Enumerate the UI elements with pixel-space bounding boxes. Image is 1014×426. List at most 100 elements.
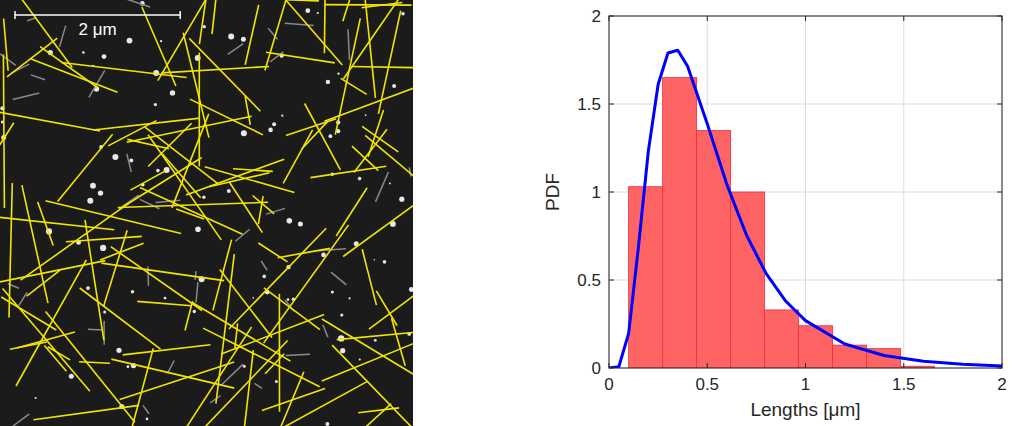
afm-particle — [281, 115, 283, 117]
afm-particle — [203, 25, 206, 28]
afm-short-fibril — [235, 229, 249, 241]
afm-particle — [409, 287, 413, 292]
x-tick — [1002, 16, 1003, 21]
fibril-trace — [344, 404, 391, 426]
fibril-trace — [148, 123, 191, 166]
afm-particle — [275, 380, 278, 383]
afm-particle — [389, 183, 391, 185]
fibril-trace — [310, 166, 386, 177]
scale-bar-end — [14, 11, 16, 19]
afm-particle — [317, 12, 319, 14]
fibril-trace — [203, 328, 320, 387]
fibril-trace — [0, 123, 14, 151]
afm-particle — [69, 374, 74, 379]
fibril-trace — [127, 116, 252, 142]
afm-particle — [116, 348, 121, 353]
fibril-trace — [3, 289, 90, 392]
fibril-trace — [213, 240, 232, 311]
fibril-trace — [111, 359, 234, 388]
fibril-trace — [362, 126, 398, 152]
y-tick — [997, 16, 1002, 17]
fibril-trace — [1, 297, 56, 330]
fibril-trace — [264, 225, 349, 343]
afm-particle — [374, 339, 377, 342]
afm-particle — [392, 84, 396, 88]
fibril-trace — [343, 0, 413, 79]
fibril-trace — [30, 59, 118, 93]
y-tick — [609, 104, 614, 105]
fibril-trace — [7, 38, 57, 77]
fibril-trace — [190, 99, 263, 135]
fibril-trace — [272, 382, 367, 426]
afm-particle — [100, 245, 106, 251]
afm-particle — [227, 189, 231, 193]
y-tick — [997, 192, 1002, 193]
fibril-trace — [324, 0, 326, 53]
afm-short-fibril — [348, 29, 350, 60]
afm-particle — [35, 397, 37, 399]
fibril-trace — [176, 209, 204, 219]
afm-particle — [399, 197, 404, 202]
fibril-trace — [58, 134, 113, 201]
fibril-trace — [336, 188, 367, 236]
fibril-trace — [337, 326, 413, 340]
afm-particle — [287, 298, 290, 301]
fibril-trace — [343, 179, 413, 256]
fibril-trace — [4, 19, 9, 71]
afm-short-fibril — [13, 93, 40, 100]
afm-particle — [305, 8, 310, 13]
afm-short-fibril — [7, 414, 30, 426]
afm-particle — [103, 310, 106, 313]
fibril-trace — [104, 230, 128, 306]
y-tick-label: 0 — [592, 359, 601, 378]
fibril-trace — [352, 67, 413, 68]
fibril-trace — [10, 342, 47, 349]
fibril-trace — [302, 121, 328, 149]
x-tick-label: 0.5 — [695, 375, 719, 394]
fibril-trace — [172, 114, 209, 208]
fibril-trace — [229, 182, 262, 233]
afm-short-fibril — [88, 329, 103, 331]
fibril-trace — [144, 126, 218, 183]
fibril-trace — [16, 260, 86, 386]
afm-particle — [340, 313, 343, 316]
plot-area — [609, 16, 1002, 368]
afm-particle — [337, 72, 339, 74]
afm-short-fibril — [127, 154, 132, 172]
fibril-trace — [362, 249, 376, 305]
afm-particle — [383, 260, 387, 264]
histogram-bar — [765, 310, 799, 368]
afm-particle — [127, 38, 133, 44]
fibril-trace — [9, 183, 12, 317]
afm-particle — [241, 37, 246, 42]
afm-short-fibril — [196, 282, 198, 303]
afm-short-fibril — [143, 405, 149, 413]
fibril-trace — [322, 336, 413, 381]
afm-particle — [228, 33, 234, 39]
fit-curve — [609, 50, 1002, 368]
afm-particle — [98, 190, 103, 195]
fibril-trace — [158, 0, 230, 81]
x-tick — [609, 363, 610, 368]
fibril-trace — [229, 228, 326, 329]
afm-particle — [262, 275, 266, 279]
afm-short-fibril — [286, 354, 310, 355]
fibril-trace — [137, 301, 191, 305]
fibril-trace — [258, 243, 287, 262]
afm-particle — [365, 114, 367, 116]
afm-particle — [287, 218, 293, 224]
afm-particle — [102, 54, 107, 59]
fibril-trace — [199, 0, 207, 44]
x-tick — [903, 363, 904, 368]
fibril-trace — [61, 63, 186, 78]
fibril-trace — [262, 389, 325, 411]
x-tick — [805, 16, 806, 21]
x-tick — [707, 16, 708, 21]
fibril-trace — [79, 362, 110, 364]
afm-particle — [127, 365, 130, 368]
afm-short-fibril — [103, 321, 105, 345]
fibril-trace — [242, 350, 253, 426]
x-tick — [609, 16, 610, 21]
afm-particle — [253, 297, 255, 299]
scale-bar-label: 2 μm — [79, 20, 117, 39]
